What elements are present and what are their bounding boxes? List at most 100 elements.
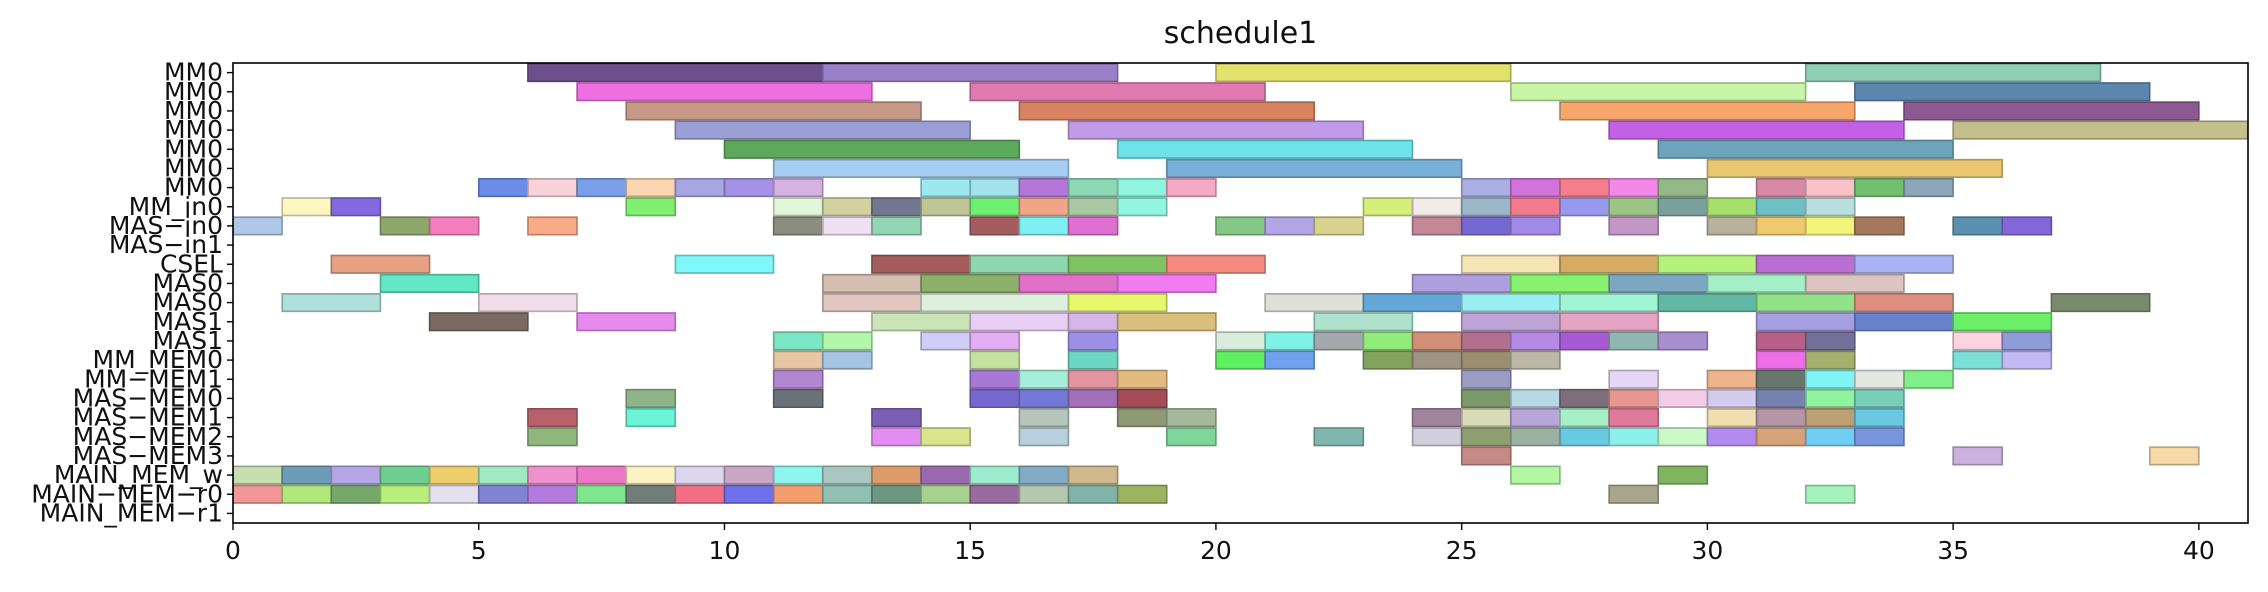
task-bar-fill — [1757, 218, 1805, 234]
task-bar-fill — [479, 179, 527, 196]
task-bar-fill — [1462, 409, 1510, 426]
task-bar-fill — [1364, 198, 1412, 215]
task-bar-fill — [1511, 275, 1609, 292]
task-bar-fill — [774, 390, 822, 407]
task-bar-fill — [922, 198, 970, 215]
task-bar-fill — [1954, 313, 2051, 330]
y-tick-label: MM0 — [164, 77, 223, 106]
task-bar-fill — [1118, 275, 1215, 292]
task-bar-fill — [1610, 333, 1658, 349]
task-bar-fill — [1167, 179, 1215, 196]
task-bar-fill — [1069, 198, 1117, 215]
task-bar-fill — [1610, 179, 1658, 196]
task-bar-fill — [1020, 371, 1068, 388]
task-bar-fill — [332, 198, 380, 215]
x-tick-label: 0 — [225, 536, 241, 565]
task-bar-fill — [1167, 256, 1265, 273]
task-bar-fill — [528, 409, 577, 426]
task-bar-fill — [1659, 179, 1707, 196]
task-bar-fill — [872, 313, 970, 330]
y-tick-label: MAS−MEM3 — [73, 441, 223, 470]
y-tick-label: MAS1 — [153, 326, 223, 355]
task-bar-fill — [1560, 333, 1609, 349]
task-bar-fill — [1659, 141, 1953, 158]
task-bar-fill — [774, 179, 822, 196]
task-bar-fill — [1020, 486, 1068, 503]
task-bar-fill — [234, 218, 282, 234]
task-bar-fill — [971, 313, 1068, 330]
task-bar-fill — [971, 352, 1019, 368]
y-tick-label: MAIN_MEM−r1 — [40, 498, 223, 527]
task-bar-fill — [774, 198, 822, 215]
task-bar-fill — [1216, 352, 1265, 368]
task-bar-fill — [1266, 294, 1363, 311]
task-bar-fill — [1462, 179, 1510, 196]
x-tick-label: 30 — [1691, 536, 1723, 565]
task-bar-fill — [1610, 371, 1658, 388]
task-bar-fill — [283, 486, 331, 503]
plot-area-frame — [232, 62, 2249, 524]
task-bar-fill — [1560, 198, 1609, 215]
task-bar-fill — [1855, 409, 1903, 426]
task-bar-fill — [971, 256, 1068, 273]
task-bar-fill — [1069, 486, 1117, 503]
task-bar-fill — [823, 352, 871, 368]
x-tick-label: 15 — [954, 536, 986, 565]
task-bar-fill — [1904, 179, 1953, 196]
task-bar-fill — [1806, 428, 1854, 445]
task-bar-fill — [1560, 313, 1658, 330]
task-bar-fill — [823, 467, 871, 483]
task-bar-fill — [823, 64, 1117, 81]
task-bar-fill — [1806, 198, 1854, 215]
task-bar-fill — [1462, 333, 1510, 349]
task-bar-fill — [872, 198, 921, 215]
task-bar-fill — [1757, 333, 1805, 349]
task-bar-fill — [1462, 428, 1510, 445]
task-bar-fill — [1560, 179, 1609, 196]
task-bar-fill — [1069, 294, 1166, 311]
task-bar-fill — [1708, 198, 1756, 215]
task-bar-fill — [1364, 352, 1412, 368]
task-bar-fill — [725, 467, 773, 483]
task-bar-fill — [971, 390, 1019, 407]
task-bar-fill — [1560, 256, 1658, 273]
y-tick-label: MAIN−MEM−r0 — [31, 479, 223, 508]
task-bar-fill — [971, 83, 1265, 100]
task-bar-fill — [1610, 122, 1903, 138]
task-bar-fill — [1069, 256, 1166, 273]
task-bar-fill — [1315, 333, 1363, 349]
task-bar-fill — [1167, 160, 1461, 177]
task-bar-fill — [528, 64, 822, 81]
task-bar-fill — [1462, 352, 1510, 368]
task-bar-fill — [1560, 409, 1609, 426]
task-bar-fill — [1020, 103, 1314, 119]
task-bar-fill — [1413, 275, 1510, 292]
task-bar-fill — [1806, 390, 1854, 407]
task-bar-fill — [1462, 390, 1510, 407]
task-bar-fill — [283, 467, 331, 483]
y-tick-label: MM0 — [164, 173, 223, 202]
x-tick-label: 20 — [1200, 536, 1232, 565]
task-bar-fill — [1462, 256, 1559, 273]
task-bar-fill — [1610, 275, 1707, 292]
task-bar-fill — [1806, 409, 1854, 426]
task-bar-fill — [971, 467, 1019, 483]
task-bar-fill — [971, 179, 1019, 196]
y-tick-label: MAS0 — [153, 268, 223, 297]
task-bar-fill — [971, 371, 1019, 388]
task-bar-fill — [1954, 218, 2002, 234]
task-bar-fill — [1855, 371, 1903, 388]
y-tick-label: MM0 — [164, 115, 223, 144]
task-bar-fill — [627, 103, 921, 119]
task-bar-fill — [1806, 486, 1854, 503]
task-bar-fill — [1020, 467, 1068, 483]
task-bar-fill — [578, 486, 626, 503]
y-tick-label: MM0 — [164, 96, 223, 125]
task-bar-fill — [1511, 428, 1559, 445]
task-bar-fill — [1069, 313, 1117, 330]
task-bar-fill — [381, 275, 478, 292]
task-bar-fill — [971, 333, 1019, 349]
task-bar-fill — [1511, 352, 1559, 368]
y-tick-label: MAS−MEM0 — [73, 383, 223, 412]
task-bar-fill — [1118, 390, 1166, 407]
